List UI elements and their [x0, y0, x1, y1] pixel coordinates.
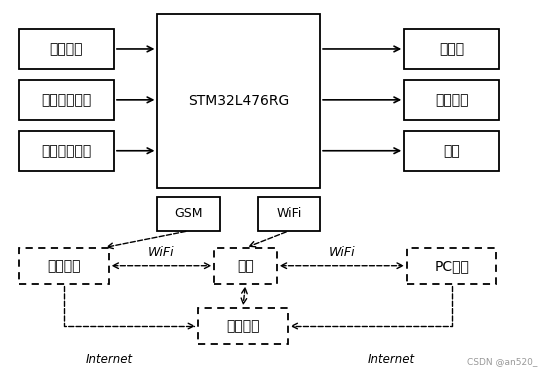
Text: 云服务器: 云服务器	[226, 319, 260, 333]
Text: 网关: 网关	[237, 259, 254, 273]
Text: CSDN @an520_: CSDN @an520_	[467, 358, 537, 367]
Bar	[404, 131, 499, 171]
Bar	[404, 29, 499, 69]
Bar	[157, 197, 220, 231]
Text: 电磁阀: 电磁阀	[439, 42, 464, 56]
Bar	[157, 14, 320, 188]
Bar	[214, 248, 277, 284]
Text: 电机驱动: 电机驱动	[435, 93, 469, 107]
Text: STM32L476RG: STM32L476RG	[188, 94, 289, 108]
Text: GSM: GSM	[174, 207, 203, 220]
Text: 手机终端: 手机终端	[47, 259, 81, 273]
Text: 风扇: 风扇	[443, 144, 460, 158]
Text: Internet: Internet	[368, 353, 415, 366]
Bar	[407, 248, 496, 284]
Text: 按键模块: 按键模块	[50, 42, 83, 56]
Bar	[19, 248, 109, 284]
Text: WiFi: WiFi	[276, 207, 301, 220]
Text: WiFi: WiFi	[328, 246, 355, 259]
Text: WiFi: WiFi	[148, 246, 175, 259]
Bar	[19, 80, 114, 120]
Text: 温湿度传感器: 温湿度传感器	[42, 93, 92, 107]
Text: Internet: Internet	[85, 353, 133, 366]
Bar	[404, 80, 499, 120]
Bar	[19, 131, 114, 171]
Text: PC终端: PC终端	[434, 259, 469, 273]
Bar	[19, 29, 114, 69]
Bar	[258, 197, 320, 231]
Text: 充电感应模块: 充电感应模块	[42, 144, 92, 158]
Bar	[198, 308, 288, 344]
